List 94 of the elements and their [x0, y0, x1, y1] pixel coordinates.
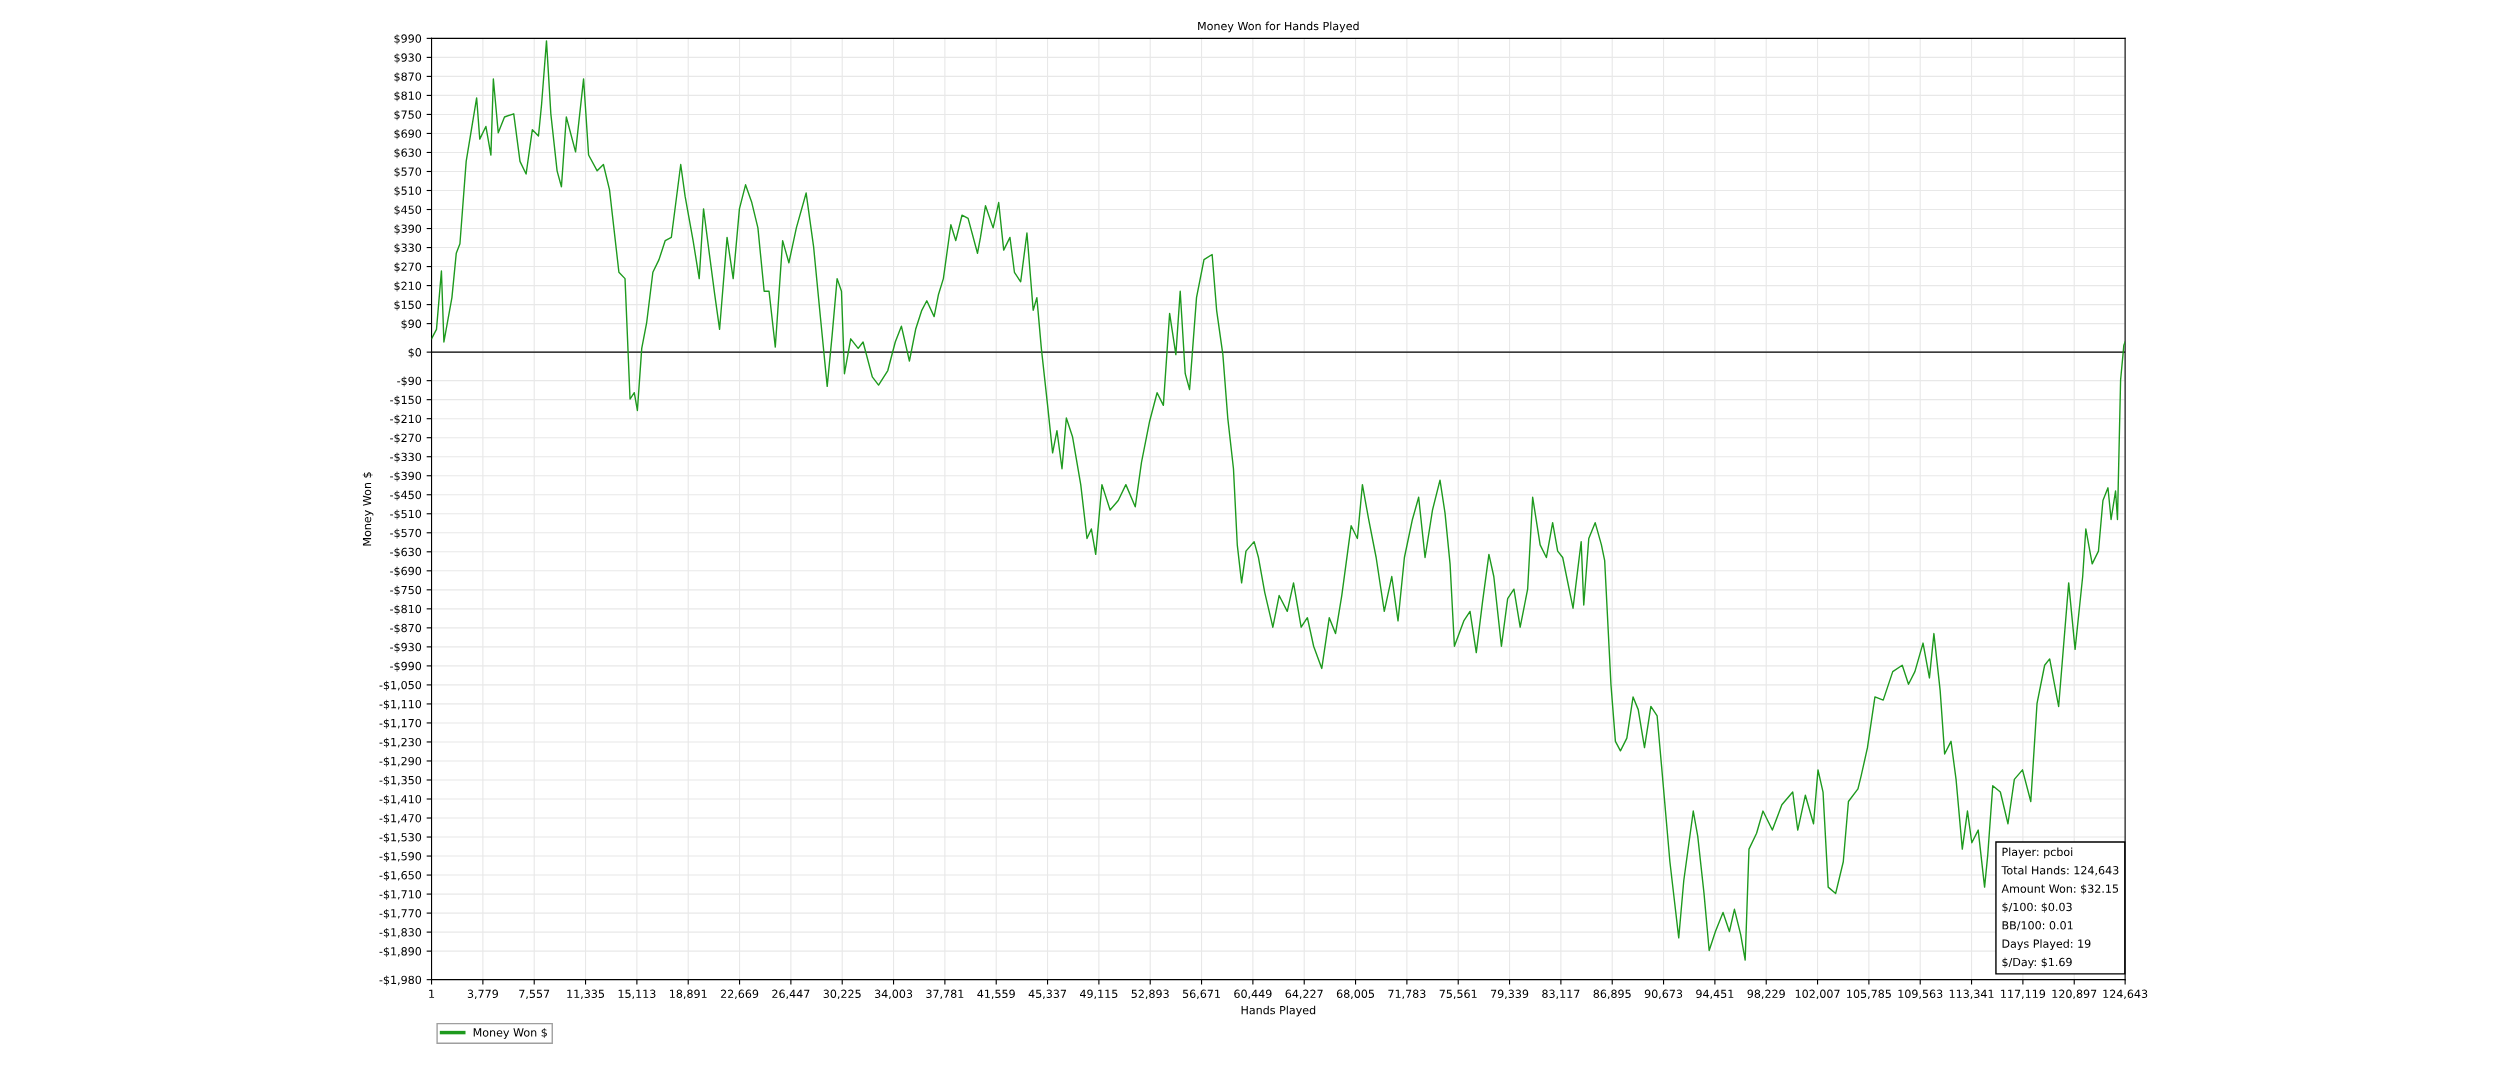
- x-tick-label: 11,335: [567, 989, 605, 1000]
- x-tick-label: 105,785: [1847, 989, 1891, 1000]
- annotation: BB/100: 0.01: [2002, 921, 2073, 931]
- y-tick-label: $450: [394, 205, 422, 216]
- y-tick-label: $810: [394, 91, 422, 102]
- x-tick-label: 83,117: [1542, 989, 1580, 1000]
- x-tick-label: 71,783: [1388, 989, 1426, 1000]
- x-tick-label: 30,225: [823, 989, 861, 1000]
- y-tick-label: $990: [394, 34, 422, 45]
- y-tick-label: -$90: [397, 376, 422, 387]
- y-tick-label: $750: [394, 110, 422, 121]
- y-tick-label: $930: [394, 53, 422, 64]
- x-tick-label: 94,451: [1696, 989, 1734, 1000]
- annotation: $/100: $0.03: [2002, 902, 2072, 913]
- annotation: Player: pcboi: [2002, 847, 2073, 859]
- x-tick-label: 79,339: [1491, 989, 1529, 1000]
- y-tick-label: -$1,830: [379, 927, 422, 938]
- x-tick-label: 18,891: [670, 989, 707, 1000]
- x-tick-label: 86,895: [1593, 989, 1631, 1000]
- y-tick-label: -$1,770: [379, 908, 422, 919]
- y-tick-label: -$1,650: [379, 870, 422, 881]
- y-tick-label: -$330: [390, 452, 422, 463]
- y-tick-label: -$990: [390, 661, 422, 672]
- y-tick-label: -$390: [390, 471, 422, 482]
- y-tick-label: $150: [394, 300, 422, 311]
- y-tick-label: -$630: [390, 547, 422, 558]
- y-axis-title: Money Won $: [362, 472, 374, 546]
- y-tick-label: $330: [394, 243, 422, 254]
- y-tick-label: -$750: [390, 585, 422, 596]
- y-tick-label: $270: [394, 262, 422, 273]
- annotation: Days Played: 19: [2002, 939, 2091, 951]
- x-tick-label: 37,781: [926, 989, 964, 1000]
- y-tick-label: -$930: [390, 642, 422, 653]
- x-tick-label: 1: [429, 989, 435, 998]
- y-tick-label: $870: [394, 72, 422, 83]
- y-tick-label: $0: [408, 347, 422, 358]
- x-tick-label: 34,003: [874, 989, 913, 1000]
- y-tick-label: -$1,350: [379, 775, 422, 786]
- x-tick-label: 124,643: [2103, 989, 2148, 1000]
- annotation: Amount Won: $32.15: [2001, 884, 2119, 895]
- y-tick-label: -$1,170: [379, 718, 422, 729]
- y-tick-label: -$1,410: [379, 794, 422, 805]
- legend-label: Money Won $: [473, 1028, 547, 1039]
- x-tick-label: 90,673: [1644, 989, 1683, 1000]
- x-tick-label: 7,557: [519, 989, 550, 1000]
- x-tick-label: 98,229: [1747, 989, 1785, 1000]
- y-tick-label: -$690: [390, 566, 422, 577]
- y-tick-label: $690: [394, 129, 422, 140]
- y-tick-label: $210: [394, 281, 422, 292]
- y-tick-label: -$870: [390, 623, 422, 634]
- y-tick-label: $570: [394, 167, 422, 178]
- y-tick-label: -$1,470: [379, 813, 422, 824]
- chart-title: Money Won for Hands Played: [1198, 21, 1359, 33]
- y-tick-label: $630: [394, 148, 422, 159]
- x-tick-label: 3,779: [467, 989, 498, 1000]
- y-tick-label: -$150: [390, 395, 422, 406]
- y-tick-label: $510: [394, 186, 422, 197]
- x-tick-label: 64,227: [1285, 989, 1323, 1000]
- x-tick-label: 75,561: [1439, 989, 1477, 1000]
- y-tick-label: -$1,290: [379, 756, 422, 767]
- x-tick-label: 60,449: [1234, 989, 1272, 1000]
- x-tick-label: 117,119: [2001, 989, 2046, 1000]
- y-tick-label: -$270: [390, 433, 422, 444]
- y-tick-label: -$810: [390, 604, 422, 615]
- y-tick-label: -$210: [390, 414, 422, 425]
- annotation: Total Hands: 124,643: [2001, 865, 2119, 876]
- x-tick-label: 113,341: [1949, 989, 1994, 1000]
- x-tick-label: 22,669: [720, 989, 759, 1000]
- y-tick-label: -$510: [390, 509, 422, 520]
- y-tick-label: -$1,230: [379, 737, 422, 748]
- x-tick-label: 109,563: [1898, 989, 1943, 1000]
- x-tick-label: 26,447: [772, 989, 810, 1000]
- x-tick-label: 41,559: [977, 989, 1015, 1000]
- x-tick-label: 15,113: [618, 989, 656, 1000]
- x-tick-label: 49,115: [1079, 989, 1118, 1000]
- y-tick-label: -$1,110: [379, 699, 422, 710]
- y-tick-label: -$570: [390, 528, 422, 539]
- x-tick-label: 45,337: [1028, 989, 1067, 1000]
- x-axis-title: Hands Played: [1241, 1005, 1316, 1017]
- x-tick-label: 68,005: [1336, 989, 1375, 1000]
- y-tick-label: -$1,590: [379, 851, 422, 862]
- x-tick-label: 102,007: [1795, 989, 1840, 1000]
- y-tick-label: -$1,530: [379, 832, 422, 843]
- y-tick-label: -$450: [390, 490, 422, 501]
- y-tick-label: -$1,710: [379, 889, 422, 900]
- y-tick-label: $390: [394, 224, 422, 235]
- x-tick-label: 56,671: [1182, 989, 1220, 1000]
- y-tick-label: $90: [401, 319, 422, 330]
- y-tick-label: -$1,050: [379, 680, 422, 691]
- y-tick-label: -$1,890: [379, 946, 422, 957]
- x-tick-label: 120,897: [2052, 989, 2097, 1000]
- x-tick-label: 52,893: [1131, 989, 1169, 1000]
- annotation: $/Day: $1.69: [2002, 957, 2072, 969]
- y-tick-label: -$1,980: [379, 975, 422, 986]
